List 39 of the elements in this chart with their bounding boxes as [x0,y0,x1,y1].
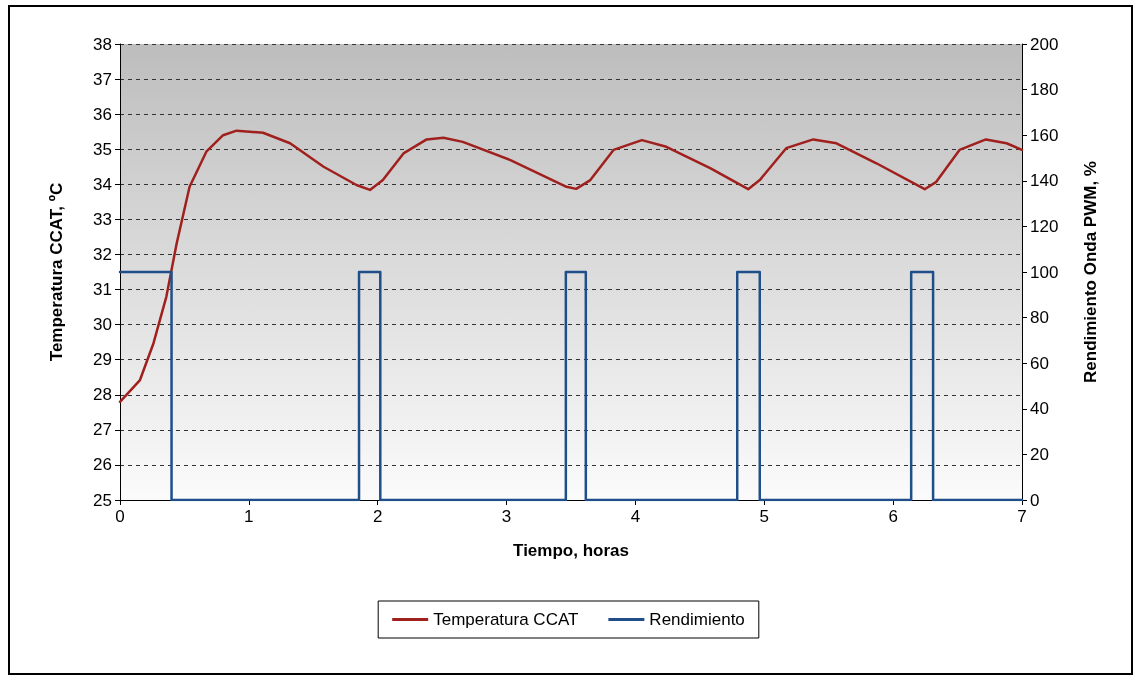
y-tick-label: 27 [93,420,112,440]
x-tick-label: 7 [1017,507,1027,526]
y-tick-label: 37 [93,69,112,89]
x-axis-title: Tiempo, horas [513,541,629,560]
y-tick-label: 28 [93,385,112,405]
y-axis-title: Temperatura CCAT, ºC [47,182,66,362]
x-tick-label: 1 [244,507,254,526]
y-tick-label: 36 [93,104,112,124]
x-tick-label: 2 [372,507,383,526]
y-tick-label: 35 [93,139,112,159]
y2-tick-label: 20 [1030,444,1049,464]
y-tick-label: 38 [93,34,112,54]
y-tick-label: 30 [93,315,112,335]
y2-tick-label: 0 [1030,490,1040,510]
y2-tick-label: 120 [1030,216,1059,236]
line-series [118,129,1024,404]
x-tick-label: 0 [115,507,125,526]
x-tick-label: 4 [630,507,641,526]
y2-tick-label: 80 [1030,308,1049,328]
y-tick-label: 29 [93,350,112,370]
y2-axis-title: Rendimiento Onda PWM, % [1081,161,1100,383]
y-tick-label: 32 [93,244,112,264]
y2-tick-label: 100 [1030,262,1059,282]
y2-tick-label: 180 [1030,80,1059,100]
legend-label: Rendimiento [649,610,745,629]
y-tick-label: 33 [93,209,112,229]
y2-tick-label: 200 [1030,34,1059,54]
y2-tick-label: 40 [1030,399,1049,419]
y-tick-label: 34 [93,174,112,194]
x-tick-label: 5 [759,507,770,526]
y2-tick-label: 140 [1030,171,1059,191]
y2-tick-label: 160 [1030,125,1059,145]
x-tick-label: 3 [501,507,512,526]
y-tick-label: 26 [93,455,112,475]
y2-tick-label: 60 [1030,353,1049,373]
legend-label: Temperatura CCAT [433,610,579,629]
y-tick-label: 25 [93,490,112,510]
y-tick-label: 31 [93,280,112,300]
x-tick-label: 6 [888,507,898,526]
